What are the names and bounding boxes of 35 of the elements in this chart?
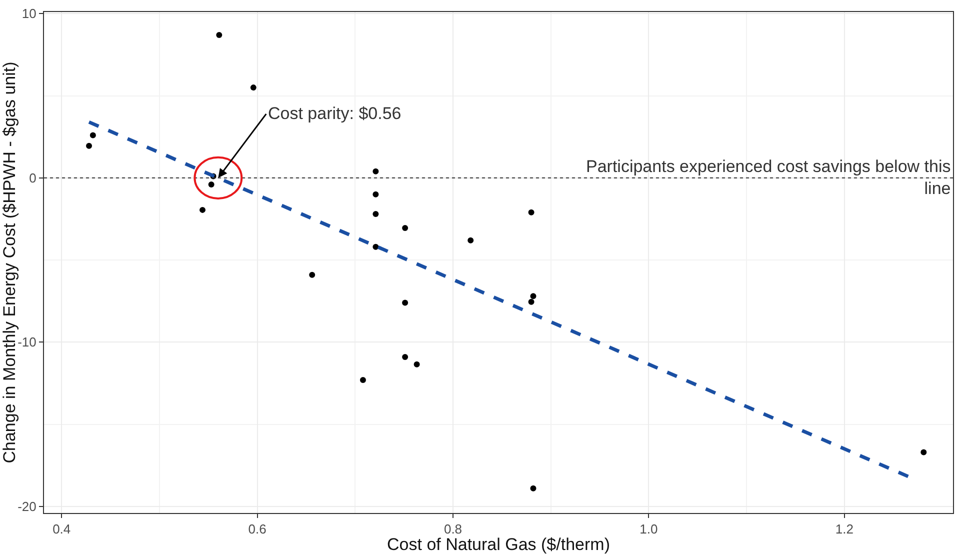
annotation: Cost parity: $0.56 bbox=[268, 104, 402, 123]
point bbox=[468, 237, 474, 244]
point bbox=[528, 298, 534, 305]
point bbox=[372, 191, 379, 198]
y-tick-label: 10 bbox=[22, 6, 36, 22]
point bbox=[402, 300, 408, 306]
point bbox=[86, 142, 92, 149]
point bbox=[414, 361, 420, 368]
point bbox=[309, 272, 316, 278]
point bbox=[372, 211, 379, 218]
point bbox=[216, 32, 222, 38]
x-tick-label: 0.8 bbox=[444, 522, 462, 537]
y-tick-label: -10 bbox=[18, 334, 36, 350]
point bbox=[360, 376, 366, 383]
point bbox=[208, 181, 214, 188]
point bbox=[90, 132, 96, 138]
y-axis-title: Change in Monthly Energy Cost ($HPWH - $gas unit) bbox=[0, 62, 19, 464]
point bbox=[200, 206, 206, 213]
point bbox=[250, 84, 256, 91]
x-tick-label: 1.0 bbox=[640, 522, 658, 537]
point bbox=[530, 485, 536, 492]
y-tick-label: 0 bbox=[29, 170, 36, 186]
x-tick-label: 0.6 bbox=[248, 522, 266, 537]
point bbox=[528, 209, 534, 216]
ref-line-label: Participants experienced cost savings below this line bbox=[586, 157, 951, 198]
point bbox=[372, 168, 379, 174]
point bbox=[530, 293, 536, 300]
y-tick-label: -20 bbox=[18, 498, 36, 514]
x-axis-title: Cost of Natural Gas ($/therm) bbox=[387, 535, 610, 554]
x-tick-label: 1.2 bbox=[835, 522, 854, 537]
point bbox=[402, 354, 408, 360]
point bbox=[402, 225, 408, 231]
point bbox=[372, 244, 379, 250]
x-tick-label: 0.4 bbox=[52, 522, 71, 537]
point bbox=[920, 449, 927, 456]
